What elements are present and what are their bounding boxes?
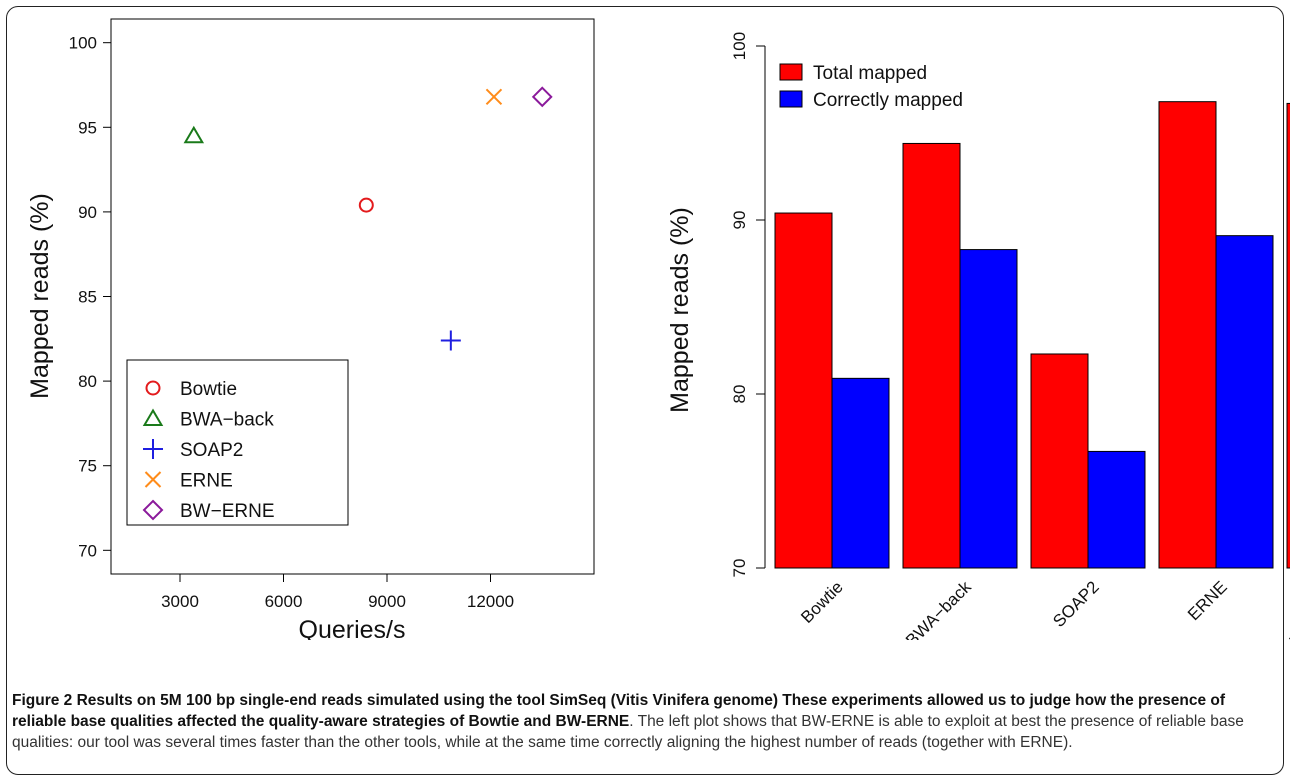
bar-legend: Total mapped Correctly mapped [779,63,963,111]
bar-marks [774,101,1290,569]
scatter-points [183,86,553,351]
bar-category-label: ERNE [1184,577,1231,624]
bar [902,142,961,569]
scatter-y-axis: 70 75 80 85 90 95 100 [69,34,111,560]
caption-body-text: . The left plot shows that BW-ERNE is ab… [12,713,1244,751]
scatter-y-tick-label: 70 [78,541,97,560]
scatter-legend-label: BW−ERNE [180,501,275,522]
scatter-legend-marker [145,380,161,396]
bar-legend-label: Correctly mapped [813,90,963,111]
scatter-point [440,330,461,351]
scatter-point [183,125,205,144]
bar-y-tick-label: 90 [730,211,749,230]
scatter-legend-marker [142,408,164,426]
bar [1158,101,1217,569]
scatter-y-tick-label: 85 [78,288,97,307]
scatter-point [358,197,374,213]
bar [1215,235,1274,569]
bar-category-label: BWA−back [902,577,975,640]
scatter-legend-label: BWA−back [180,410,274,431]
scatter-legend-label: Bowtie [180,379,237,400]
bar-category-labels: Bowtie BWA−back SOAP2 ERNE BW−ERNE [797,577,1290,640]
bar [959,249,1018,569]
scatter-legend-label: SOAP2 [180,440,243,461]
bar [1286,102,1290,569]
scatter-chart: 70 75 80 85 90 95 100 3000 6000 9000 12000 Mapped… [26,18,595,640]
bar [1087,450,1146,569]
scatter-legend-box [126,359,349,526]
figure-caption: Figure 2 Results on 5M 100 bp single-end… [12,690,1280,753]
scatter-point [485,88,503,106]
bar-legend-swatch [779,63,803,81]
bar-chart: 70 80 90 100 Mapped reads (%) Bowtie BWA−bac… [666,32,1290,640]
scatter-x-tick-label: 9000 [368,592,406,611]
bar [831,377,890,569]
bar [1030,353,1089,569]
scatter-legend-label: ERNE [180,471,233,492]
scatter-y-tick-label: 100 [69,34,97,53]
scatter-legend: Bowtie BWA−back SOAP2 ERNE BW−ERNE [126,359,349,526]
scatter-x-tick-label: 6000 [265,592,303,611]
scatter-y-axis-label: Mapped reads (%) [26,193,54,399]
scatter-y-tick-label: 95 [78,118,97,137]
scatter-x-axis: 3000 6000 9000 12000 [161,574,514,611]
bar [774,212,833,569]
scatter-x-axis-label: Queries/s [299,616,406,640]
bar-y-axis: 70 80 90 100 [730,32,766,578]
bar-category-label: SOAP2 [1049,577,1103,631]
scatter-y-tick-label: 80 [78,372,97,391]
scatter-legend-marker [144,471,162,488]
bar-y-tick-label: 100 [730,32,749,60]
figure-charts: 70 75 80 85 90 95 100 3000 6000 9000 12000 Mapped… [26,18,1290,640]
bar-y-axis-label: Mapped reads (%) [666,207,694,413]
caption-bold-text: Figure 2 Results on 5M 100 bp single-end… [12,692,1225,730]
bar-legend-label: Total mapped [813,63,927,84]
bar-y-tick-label: 80 [730,385,749,404]
scatter-x-tick-label: 12000 [467,592,514,611]
scatter-x-tick-label: 3000 [161,592,199,611]
scatter-y-tick-label: 90 [78,203,97,222]
scatter-legend-marker [143,439,163,459]
bar-category-label: Bowtie [797,577,847,627]
bar-y-tick-label: 70 [730,559,749,578]
scatter-y-tick-label: 75 [78,457,97,476]
scatter-legend-marker [142,499,164,521]
bar-category-label: BW−ERNE [1286,577,1290,640]
scatter-point [531,86,553,108]
bar-legend-swatch [779,90,803,108]
